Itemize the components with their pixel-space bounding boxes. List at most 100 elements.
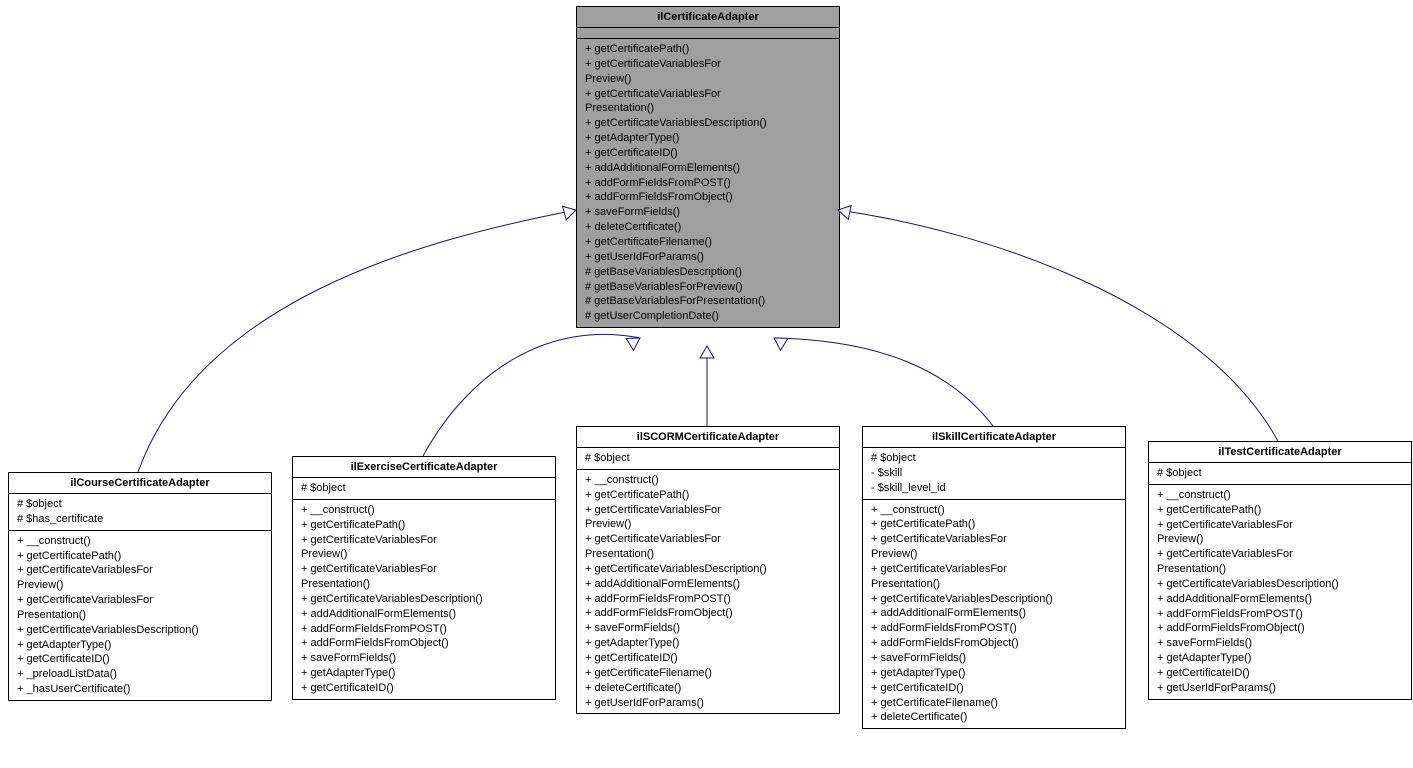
class-method-row: + getCertificatePath(): [585, 42, 831, 57]
class-title-skill: ilSkillCertificateAdapter: [863, 427, 1125, 448]
class-method-row: + getCertificateVariablesFor: [871, 532, 1117, 547]
class-methods-test: + __construct()+ getCertificatePath()+ g…: [1149, 485, 1411, 699]
class-method-row: + getCertificateVariablesFor: [871, 562, 1117, 577]
class-method-row: + addFormFieldsFromPOST(): [585, 176, 831, 191]
class-method-row: + addFormFieldsFromPOST(): [585, 592, 831, 607]
class-method-row: + saveFormFields(): [871, 651, 1117, 666]
class-attr-row: - $skill: [871, 466, 1117, 481]
class-method-row: + saveFormFields(): [301, 651, 547, 666]
class-method-row: + deleteCertificate(): [585, 220, 831, 235]
class-method-row: + getCertificateVariablesFor: [1157, 547, 1403, 562]
class-title-test: ilTestCertificateAdapter: [1149, 442, 1411, 463]
class-method-row: + getAdapterType(): [585, 636, 831, 651]
class-attr-row: # $object: [301, 481, 547, 496]
class-method-row: + getCertificateVariablesDescription(): [1157, 577, 1403, 592]
class-method-row: + getCertificateFilename(): [585, 235, 831, 250]
class-method-row: Presentation(): [585, 547, 831, 562]
class-method-row: + addAdditionalFormElements(): [871, 606, 1117, 621]
inheritance-edge: [838, 210, 1278, 441]
class-method-row: + addFormFieldsFromObject(): [301, 636, 547, 651]
class-attr-row: # $has_certificate: [17, 512, 263, 527]
class-attrs-course: # $object# $has_certificate: [9, 494, 271, 531]
class-title-scorm: ilSCORMCertificateAdapter: [577, 427, 839, 448]
class-method-row: + getCertificateID(): [1157, 666, 1403, 681]
class-method-row: + addFormFieldsFromPOST(): [1157, 607, 1403, 622]
class-method-row: + getAdapterType(): [1157, 651, 1403, 666]
class-method-row: + __construct(): [17, 534, 263, 549]
class-method-row: + getCertificateVariablesDescription(): [871, 592, 1117, 607]
class-method-row: + addAdditionalFormElements(): [585, 161, 831, 176]
class-methods-exercise: + __construct()+ getCertificatePath()+ g…: [293, 500, 555, 699]
class-method-row: + getCertificateVariablesDescription(): [301, 592, 547, 607]
class-method-row: + getCertificateVariablesFor: [585, 87, 831, 102]
class-methods-parent: + getCertificatePath()+ getCertificateVa…: [577, 39, 839, 327]
class-attrs-skill: # $object- $skill- $skill_level_id: [863, 448, 1125, 500]
class-method-row: Preview(): [871, 547, 1117, 562]
class-method-row: + getAdapterType(): [585, 131, 831, 146]
class-method-row: + getCertificateVariablesDescription(): [585, 562, 831, 577]
class-method-row: Presentation(): [17, 608, 263, 623]
class-method-row: + getCertificateFilename(): [585, 666, 831, 681]
class-method-row: + getCertificateVariablesFor: [17, 593, 263, 608]
class-method-row: Preview(): [301, 547, 547, 562]
class-method-row: + __construct(): [871, 503, 1117, 518]
class-attr-row: - $skill_level_id: [871, 481, 1117, 496]
class-method-row: Presentation(): [301, 577, 547, 592]
class-attrs-parent: [577, 28, 839, 39]
class-method-row: + addAdditionalFormElements(): [1157, 592, 1403, 607]
class-method-row: + deleteCertificate(): [585, 681, 831, 696]
class-title-parent: ilCertificateAdapter: [577, 7, 839, 28]
inheritance-edge: [774, 338, 993, 426]
class-attr-row: # $object: [1157, 466, 1403, 481]
inheritance-edge: [138, 210, 576, 472]
class-method-row: Preview(): [1157, 532, 1403, 547]
class-method-row: Presentation(): [585, 101, 831, 116]
class-method-row: # getUserCompletionDate(): [585, 309, 831, 324]
class-method-row: + getCertificateVariablesFor: [1157, 518, 1403, 533]
class-method-row: + getCertificateVariablesFor: [585, 532, 831, 547]
class-attrs-scorm: # $object: [577, 448, 839, 470]
class-method-row: + getCertificateID(): [585, 651, 831, 666]
inheritance-arrowhead-icon: [774, 338, 788, 350]
class-method-row: Preview(): [585, 72, 831, 87]
class-method-row: + addFormFieldsFromPOST(): [301, 622, 547, 637]
class-method-row: Preview(): [585, 517, 831, 532]
class-method-row: + getCertificateID(): [17, 652, 263, 667]
class-method-row: + getCertificateVariablesFor: [301, 533, 547, 548]
class-method-row: + getAdapterType(): [301, 666, 547, 681]
class-method-row: + addFormFieldsFromObject(): [1157, 621, 1403, 636]
class-method-row: + addFormFieldsFromObject(): [585, 190, 831, 205]
class-method-row: + saveFormFields(): [1157, 636, 1403, 651]
class-method-row: Presentation(): [871, 577, 1117, 592]
class-method-row: + getCertificateVariablesFor: [301, 562, 547, 577]
class-method-row: + getCertificatePath(): [17, 549, 263, 564]
class-method-row: + __construct(): [301, 503, 547, 518]
class-method-row: + saveFormFields(): [585, 205, 831, 220]
class-method-row: Presentation(): [1157, 562, 1403, 577]
class-methods-scorm: + __construct()+ getCertificatePath()+ g…: [577, 470, 839, 714]
class-attr-row: # $object: [871, 451, 1117, 466]
class-method-row: # getBaseVariablesForPresentation(): [585, 294, 831, 309]
class-box-scorm: ilSCORMCertificateAdapter # $object + __…: [576, 426, 840, 714]
class-method-row: + getCertificateVariablesFor: [585, 57, 831, 72]
class-method-row: + deleteCertificate(): [871, 710, 1117, 725]
class-attr-row: # $object: [585, 451, 831, 466]
class-method-row: + getCertificateVariablesFor: [585, 503, 831, 518]
inheritance-arrowhead-icon: [563, 206, 576, 220]
class-box-parent: ilCertificateAdapter + getCertificatePat…: [576, 6, 840, 328]
class-method-row: + _hasUserCertificate(): [17, 682, 263, 697]
class-method-row: + addAdditionalFormElements(): [585, 577, 831, 592]
class-method-row: + addFormFieldsFromObject(): [585, 606, 831, 621]
inheritance-arrowhead-icon: [626, 338, 640, 350]
class-box-course: ilCourseCertificateAdapter # $object# $h…: [8, 472, 272, 701]
class-method-row: + saveFormFields(): [585, 621, 831, 636]
class-method-row: + getCertificateVariablesFor: [17, 563, 263, 578]
class-method-row: + getAdapterType(): [871, 666, 1117, 681]
class-attr-row: # $object: [17, 497, 263, 512]
class-box-skill: ilSkillCertificateAdapter # $object- $sk…: [862, 426, 1126, 729]
class-method-row: + getCertificatePath(): [585, 488, 831, 503]
class-title-course: ilCourseCertificateAdapter: [9, 473, 271, 494]
class-methods-course: + __construct()+ getCertificatePath()+ g…: [9, 531, 271, 700]
class-method-row: + getCertificatePath(): [301, 518, 547, 533]
class-method-row: Preview(): [17, 578, 263, 593]
